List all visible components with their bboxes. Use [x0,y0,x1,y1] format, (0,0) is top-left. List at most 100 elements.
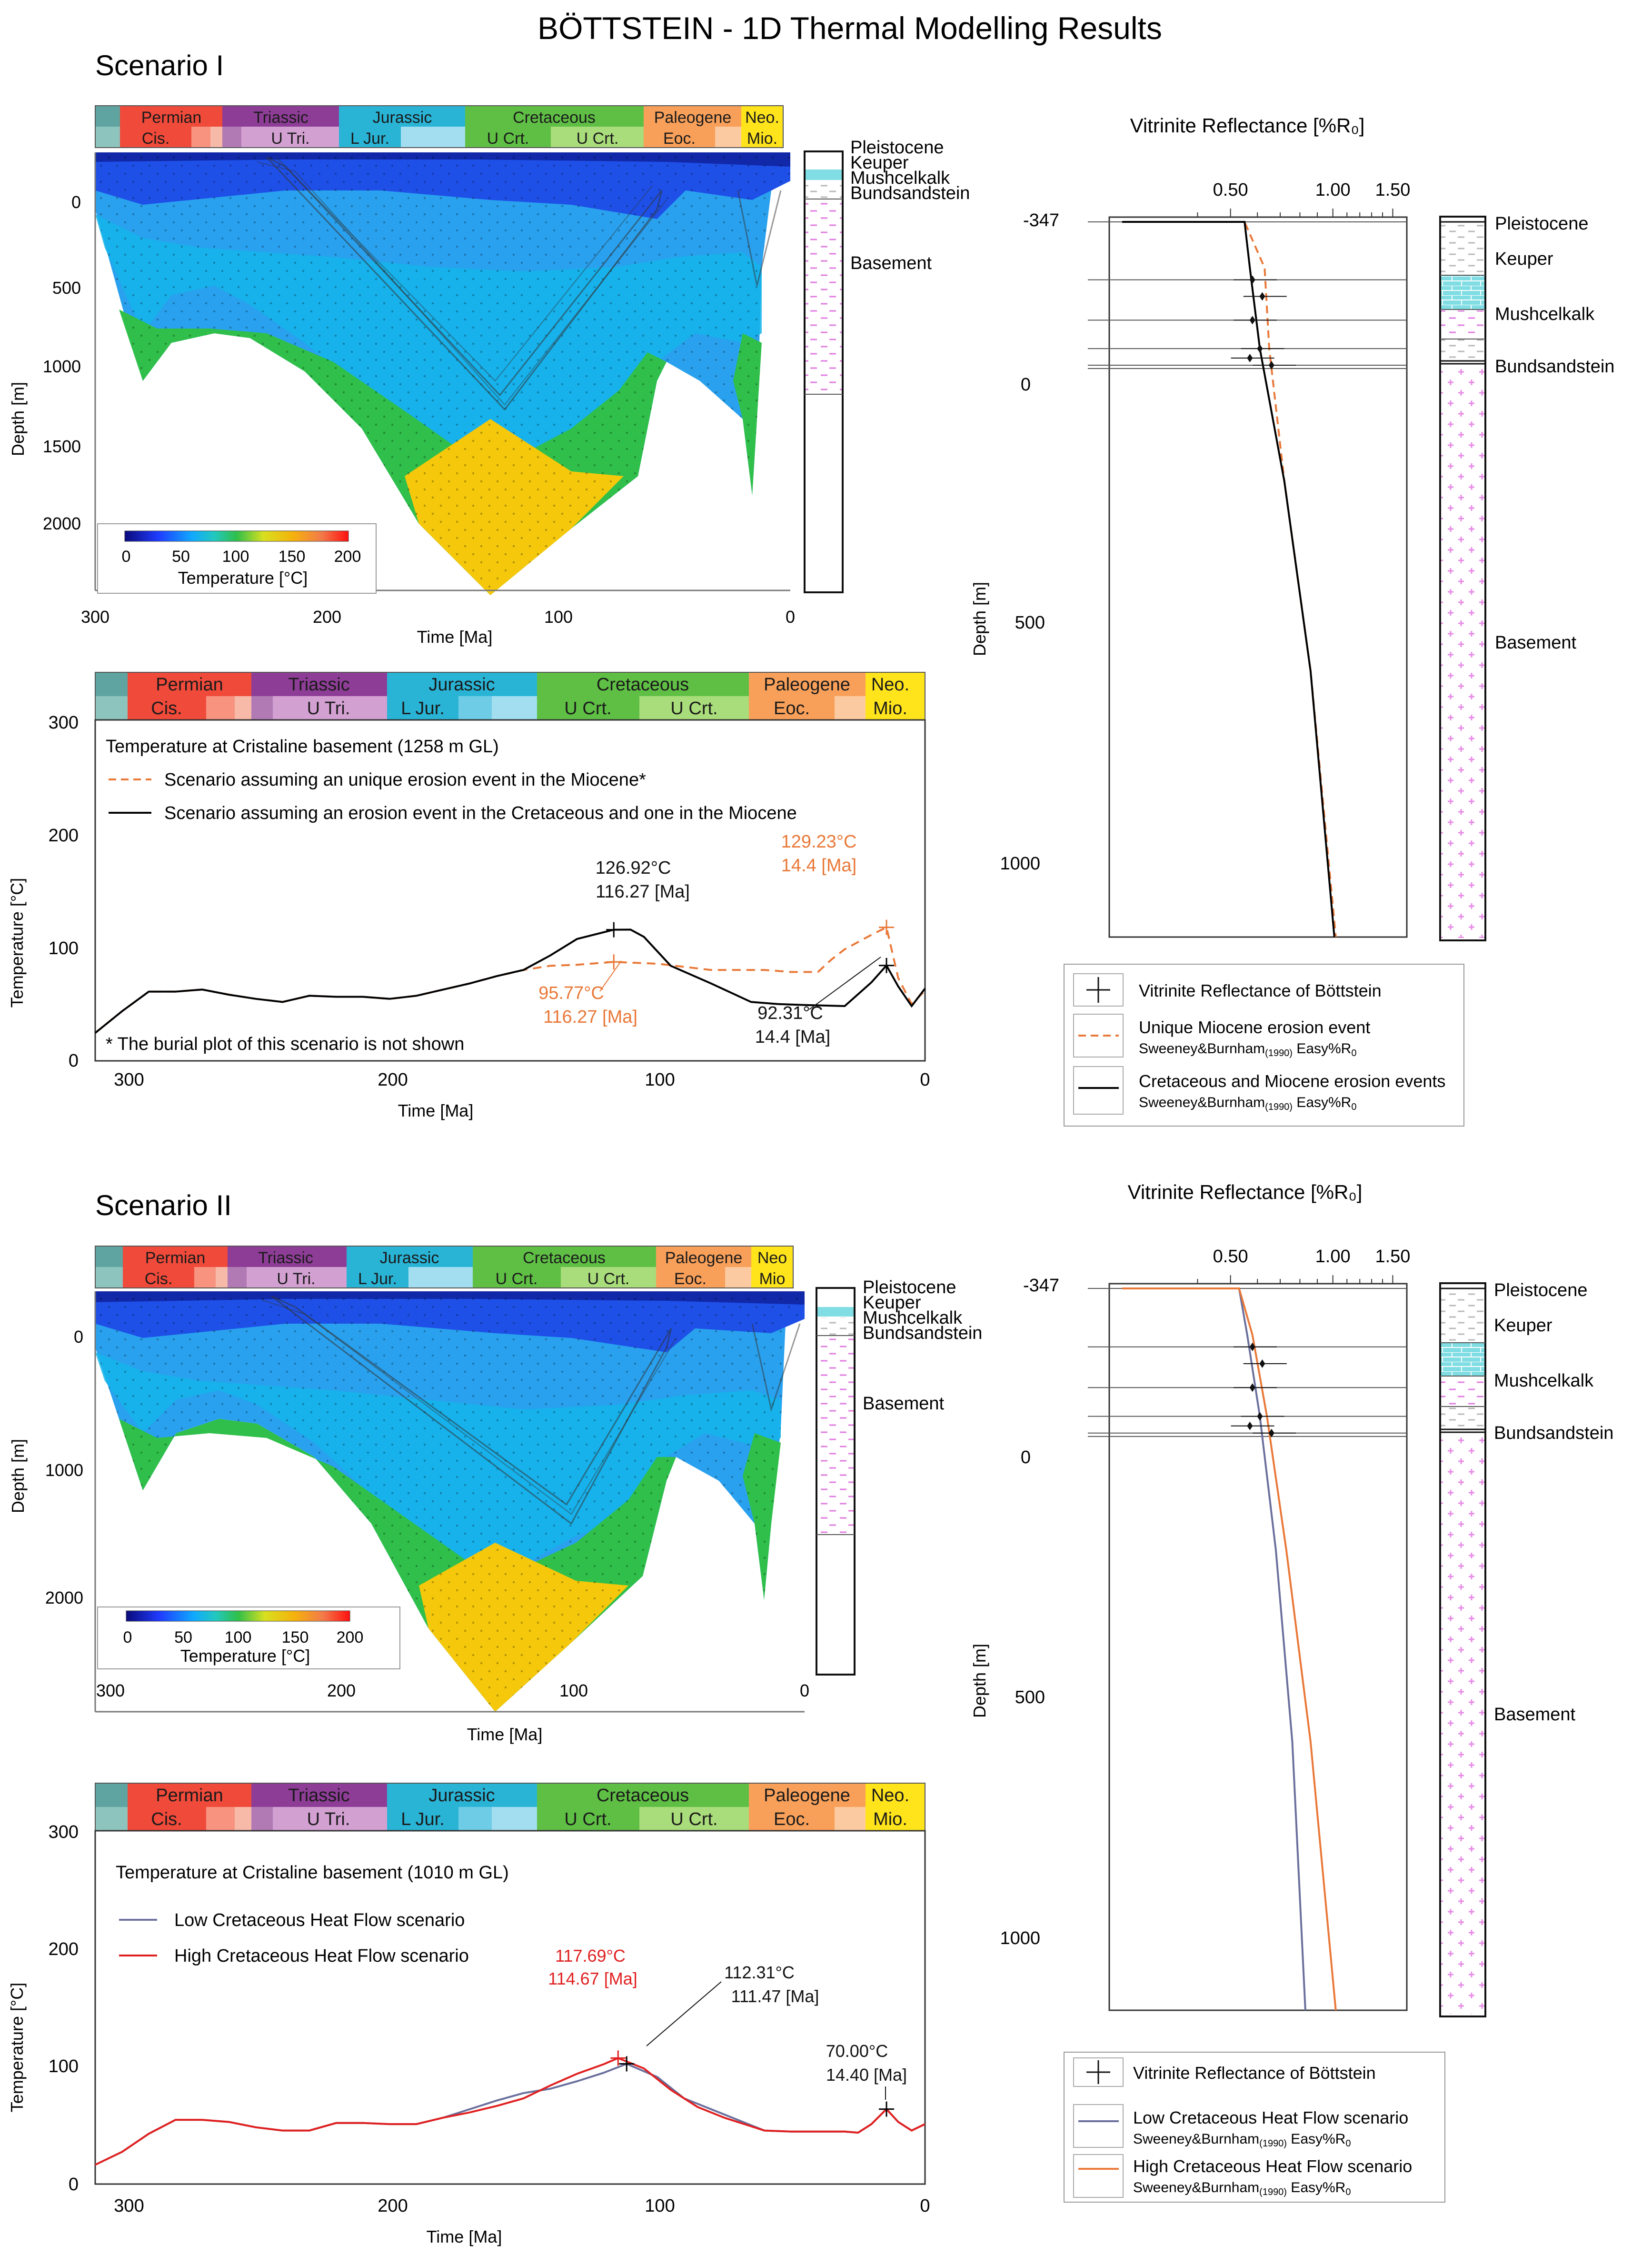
strat-column-small: Pleistocene Keuper Mushcelkalk Bundsands… [804,138,970,593]
vr-measurement [1259,292,1265,301]
y-tick-labels: -347 0 500 1000 [1000,1276,1059,1948]
chart-title: Temperature at Cristaline basement (1010… [116,1863,509,1883]
epoch-label: U Crt. [564,698,611,718]
x-tick-labels: 0.50 1.00 1.50 [1213,1247,1411,1267]
y-axis-label: Depth [m] [8,382,28,456]
annotation-late: 14.40 [Ma] [826,2065,907,2085]
vr-model-curve-0 [1122,221,1337,938]
legend-sub: Sweeney&Burnham(1990) Easy%R0 [1139,1095,1356,1112]
epoch-label: Mio [759,1270,786,1288]
x-tick-labels: 0.50 1.00 1.50 [1213,180,1411,200]
annotation-late: 70.00°C [826,2041,888,2061]
vr-measurement [1249,1383,1255,1392]
strat-label: Keuper [1495,249,1553,269]
y-tick-labels: 0 500 1000 1500 2000 [43,192,81,533]
timescale-bar: Permian Triassic Jurassic Cretaceous Pal… [95,672,926,720]
legend-label: Vitrinite Reflectance of Böttstein [1133,2063,1376,2083]
x-tick-labels: 300 200 100 0 [114,1070,930,1090]
y-axis-label: Temperature [°C] [7,1983,27,2113]
annotation-leader [646,1981,722,2046]
colorbar-tick: 100 [225,1628,252,1646]
vitrinite-chart-scenario-1: Vitrinite Reflectance [%R₀] 0.50 1.00 1.50… [970,114,1614,1127]
x-tick-label: 100 [544,607,573,627]
legend-label: Scenario assuming an unique erosion even… [164,770,646,790]
strat-label: Basement [1495,633,1577,653]
colorbar-title: Temperature [°C] [178,568,308,588]
y-tick-label: 100 [49,2056,79,2076]
colorbar-tick: 50 [172,548,190,566]
x-tick-label: 0 [786,607,795,627]
y-axis-label: Temperature [°C] [7,878,27,1008]
colorbar-tick: 150 [279,548,306,566]
epoch-label: Eoc. [774,1809,810,1829]
temperature-chart-scenario-2: Permian Triassic Jurassic Cretaceous Pal… [7,1783,930,2246]
colorbar-tick: 0 [123,1628,132,1646]
epoch-label: U Crt. [670,698,717,718]
epoch-label: Cis. [151,698,182,718]
colorbar-legend: 0 50 100 150 200 Temperature [°C] [97,523,377,594]
y-tick-label: 0 [1021,375,1031,395]
period-label: Permian [156,1786,223,1806]
strat-label: Bundsandstein [1494,1423,1613,1443]
footnote: * The burial plot of this scenario is no… [106,1034,464,1054]
vr-model-curve-0 [1122,1287,1306,2011]
vr-x-tick-label: 0.50 [1213,180,1248,200]
x-axis-label: Time [Ma] [417,627,493,647]
x-axis-label: Time [Ma] [398,1101,474,1120]
x-tick-label: 0 [920,2196,930,2216]
y-tick-label: 200 [49,1939,79,1959]
timescale-bar: Permian Triassic Jurassic Cretaceous Pal… [95,1246,794,1288]
epoch-label: Eoc. [674,1270,707,1288]
y-tick-label: 500 [52,278,81,298]
epoch-label: Mio. [747,130,777,148]
y-axis-label: Depth [m] [970,1644,989,1718]
temperature-chart-scenario-1: Permian Triassic Jurassic Cretaceous Pal… [7,672,930,1120]
vr-measurement [1257,1412,1263,1421]
x-tick-label: 0 [920,1070,930,1090]
x-tick-label: 200 [313,607,341,627]
scenario-1-heading: Scenario I [95,50,224,81]
epoch-label: L Jur. [401,1809,445,1829]
strat-label: Basement [863,1394,945,1414]
annotation-peak-orange: 129.23°C [781,832,857,852]
vr-x-tick-label: 1.00 [1315,180,1351,200]
epoch-label: Eoc. [663,130,696,148]
vr-title: Vitrinite Reflectance [%R₀] [1128,1181,1363,1203]
strat-label: Bundsandstein [850,183,970,203]
series-line-1 [94,928,926,1034]
peak-marker [610,2050,626,2066]
vr-measurement [1268,360,1274,369]
y-axis-label: Depth [m] [970,582,989,656]
period-label: Cretaceous [597,1786,689,1806]
x-tick-labels: 300 200 100 0 [114,2196,930,2216]
x-tick-label: 200 [378,2196,408,2216]
strat-label: Pleistocene [863,1277,956,1297]
colorbar-tick: 200 [337,1628,364,1646]
strat-label: Mushcelkalk [863,1308,963,1328]
strat-column: Pleistocene Keuper Mushcelkalk Bundsands… [1439,1280,1613,2017]
vr-measurement [1259,1359,1265,1368]
period-label: Cretaceous [597,675,689,695]
y-tick-label: 500 [1015,613,1045,633]
legend-label: Cretaceous and Miocene erosion events [1139,1071,1445,1091]
vr-x-tick-label: 1.50 [1375,1247,1410,1267]
cross-marker-icon [1086,977,1110,1003]
vitrinite-chart-scenario-2: Vitrinite Reflectance [%R₀] 0.50 1.00 1.50… [970,1181,1613,2203]
annotation-peak-low: 112.31°C [724,1963,795,1982]
x-tick-label: 300 [114,2196,144,2216]
strat-label: Basement [850,253,932,273]
y-tick-label: -347 [1023,210,1059,230]
x-tick-label: 200 [378,1070,408,1090]
x-tick-label: 100 [645,2196,675,2216]
y-tick-label: 1000 [1000,854,1040,874]
burial-plot-scenario-2: Permian Triassic Jurassic Cretaceous Pal… [8,1246,982,1744]
epoch-label: U Crt. [496,1270,538,1288]
y-tick-label: 0 [74,1327,83,1347]
x-axis-label: Time [Ma] [467,1725,543,1744]
vr-title: Vitrinite Reflectance [%R₀] [1130,114,1365,137]
y-tick-label: 1000 [43,357,81,376]
y-tick-label: 0 [1021,1447,1031,1467]
curve-layer [1122,1287,1337,2011]
series-layer [94,919,926,1034]
